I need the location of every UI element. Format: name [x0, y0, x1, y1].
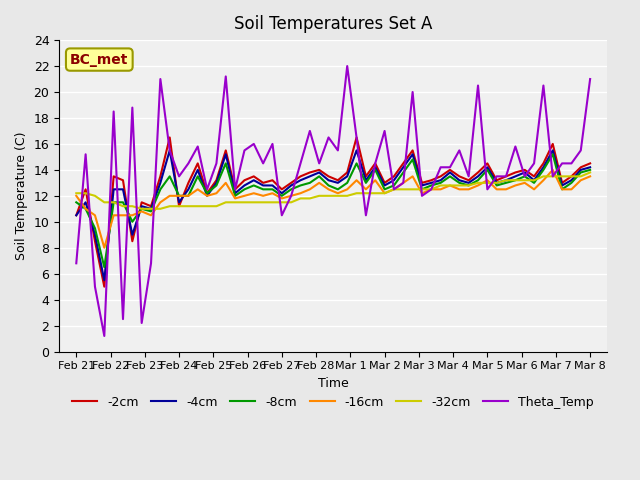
-2cm [100, 284, 108, 289]
-4cm [381, 182, 388, 188]
-4cm [278, 191, 285, 196]
-4cm [166, 147, 173, 153]
-4cm [409, 151, 417, 157]
Theta_Temp [100, 333, 108, 339]
Theta_Temp [269, 141, 276, 147]
Theta_Temp [381, 128, 388, 134]
-16cm [418, 191, 426, 196]
Line: -8cm: -8cm [76, 154, 590, 267]
-2cm [166, 134, 173, 140]
-2cm [381, 180, 388, 186]
-8cm [72, 199, 80, 205]
-16cm [549, 167, 557, 173]
-16cm [474, 182, 482, 188]
-16cm [82, 206, 90, 212]
Y-axis label: Soil Temperature (C): Soil Temperature (C) [15, 132, 28, 260]
-4cm [586, 164, 594, 170]
-8cm [399, 169, 407, 175]
Theta_Temp [82, 151, 90, 157]
-2cm [409, 147, 417, 153]
-4cm [82, 199, 90, 205]
-32cm [72, 191, 80, 196]
-16cm [72, 193, 80, 199]
-2cm [428, 178, 435, 183]
Theta_Temp [72, 261, 80, 266]
Line: Theta_Temp: Theta_Temp [76, 66, 590, 336]
-16cm [100, 245, 108, 251]
-8cm [82, 206, 90, 212]
-8cm [371, 167, 379, 173]
Theta_Temp [409, 89, 417, 95]
-8cm [474, 178, 482, 183]
-32cm [371, 191, 379, 196]
-32cm [269, 199, 276, 205]
-32cm [418, 186, 426, 192]
Line: -2cm: -2cm [76, 137, 590, 287]
-2cm [278, 186, 285, 192]
-8cm [586, 167, 594, 173]
-32cm [82, 191, 90, 196]
-4cm [483, 164, 491, 170]
Legend: -2cm, -4cm, -8cm, -16cm, -32cm, Theta_Temp: -2cm, -4cm, -8cm, -16cm, -32cm, Theta_Te… [67, 391, 599, 414]
Text: BC_met: BC_met [70, 53, 129, 67]
-32cm [138, 206, 145, 212]
-8cm [549, 151, 557, 157]
-32cm [474, 180, 482, 186]
-2cm [586, 160, 594, 166]
-16cm [399, 180, 407, 186]
Theta_Temp [586, 76, 594, 82]
-16cm [371, 178, 379, 183]
Title: Soil Temperatures Set A: Soil Temperatures Set A [234, 15, 433, 33]
Theta_Temp [344, 63, 351, 69]
Theta_Temp [483, 186, 491, 192]
-32cm [586, 169, 594, 175]
-4cm [428, 180, 435, 186]
-16cm [586, 173, 594, 179]
-4cm [100, 277, 108, 283]
X-axis label: Time: Time [318, 377, 349, 390]
-8cm [269, 186, 276, 192]
Line: -4cm: -4cm [76, 150, 590, 280]
-8cm [100, 264, 108, 270]
Line: -16cm: -16cm [76, 170, 590, 248]
-32cm [399, 186, 407, 192]
Theta_Temp [428, 186, 435, 192]
-16cm [269, 191, 276, 196]
-4cm [72, 213, 80, 218]
-8cm [418, 186, 426, 192]
-2cm [82, 186, 90, 192]
Line: -32cm: -32cm [76, 172, 590, 209]
-2cm [72, 213, 80, 218]
-2cm [483, 160, 491, 166]
